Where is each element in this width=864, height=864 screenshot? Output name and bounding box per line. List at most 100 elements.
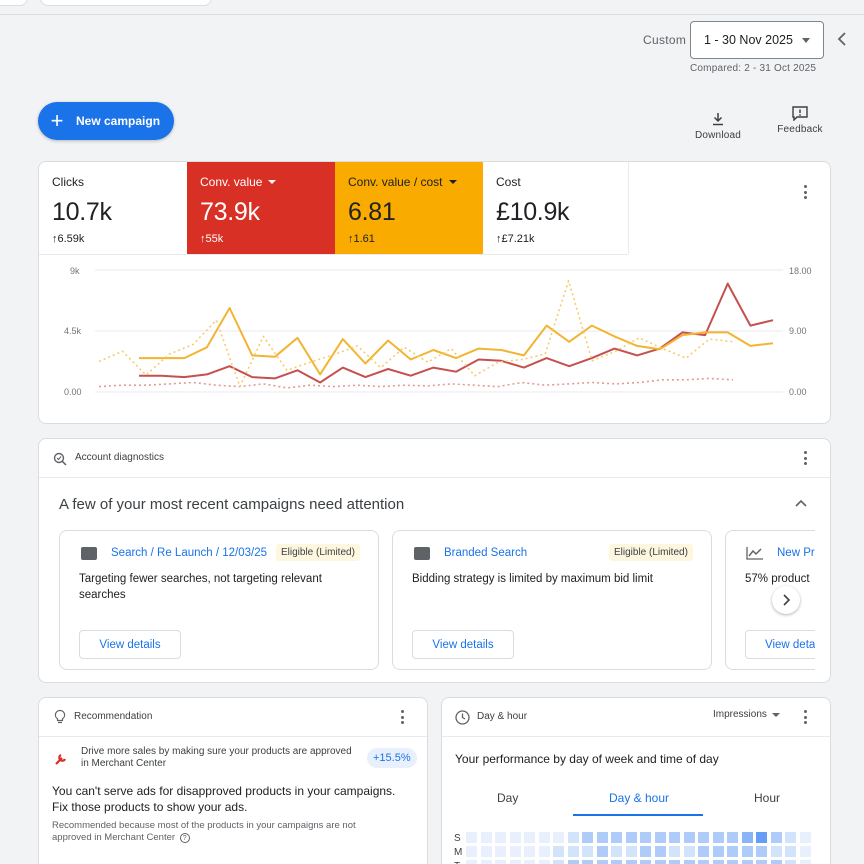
heatmap-cell[interactable] — [538, 860, 550, 864]
heatmap-cell[interactable] — [654, 860, 666, 864]
tab-day-and-hour[interactable]: Day & hour — [609, 791, 670, 805]
new-campaign-button[interactable]: + New campaign — [38, 102, 174, 140]
heatmap-cell[interactable] — [524, 846, 535, 857]
heatmap-cell[interactable] — [756, 860, 767, 864]
heatmap-cell[interactable] — [625, 860, 637, 864]
metric-tile[interactable]: Conv. value 73.9k ↑55k — [187, 162, 335, 254]
heatmap-cell[interactable] — [698, 846, 709, 857]
metric-tile[interactable]: Conv. value / cost 6.81 ↑1.61 — [335, 162, 483, 254]
heatmap-cell[interactable] — [538, 846, 550, 857]
heatmap-cell[interactable] — [567, 832, 579, 843]
metric-selector[interactable]: Impressions — [713, 709, 780, 720]
heatmap-cell[interactable] — [466, 832, 477, 843]
heatmap-cell[interactable] — [727, 832, 738, 843]
heatmap-cell[interactable] — [480, 860, 492, 864]
heatmap-cell[interactable] — [582, 860, 593, 864]
top-tab-stub[interactable] — [0, 0, 28, 6]
campaign-link[interactable]: New Pr — [777, 547, 815, 559]
heatmap-cell[interactable] — [495, 832, 506, 843]
heatmap-cell[interactable] — [669, 832, 680, 843]
tab-day[interactable]: Day — [497, 791, 519, 805]
heatmap-cell[interactable] — [611, 846, 622, 857]
heatmap-cell[interactable] — [785, 832, 796, 843]
heatmap-cell[interactable] — [741, 832, 753, 843]
heatmap-cell[interactable] — [495, 860, 506, 864]
date-range-picker[interactable]: 1 - 30 Nov 2025 — [690, 21, 824, 59]
heatmap-cell[interactable] — [698, 860, 709, 864]
heatmap-cell[interactable] — [480, 846, 492, 857]
heatmap-cell[interactable] — [669, 860, 680, 864]
heatmap-cell[interactable] — [683, 860, 695, 864]
heatmap-cell[interactable] — [567, 860, 579, 864]
heatmap-cell[interactable] — [611, 832, 622, 843]
heatmap-cell[interactable] — [466, 860, 477, 864]
heatmap-cell[interactable] — [756, 832, 767, 843]
heatmap-cell[interactable] — [538, 832, 550, 843]
view-details-button[interactable]: View details — [412, 630, 514, 659]
more-options-icon[interactable] — [401, 710, 405, 727]
heatmap-cell[interactable] — [698, 832, 709, 843]
heatmap-cell[interactable] — [799, 860, 811, 864]
tab-hour[interactable]: Hour — [754, 791, 781, 805]
more-options-icon[interactable] — [804, 710, 808, 727]
heatmap-cell[interactable] — [596, 860, 608, 864]
heatmap-cell[interactable] — [756, 846, 767, 857]
more-options-icon[interactable] — [804, 451, 808, 468]
heatmap-cell[interactable] — [712, 860, 724, 864]
heatmap-cell[interactable] — [480, 832, 492, 843]
heatmap-cell[interactable] — [799, 832, 811, 843]
heatmap-cell[interactable] — [770, 860, 782, 864]
heatmap-cell[interactable] — [654, 846, 666, 857]
heatmap-cell[interactable] — [611, 860, 622, 864]
heatmap-cell[interactable] — [712, 846, 724, 857]
campaign-link[interactable]: Search / Re Launch / 12/03/25 — [111, 547, 267, 559]
heatmap-cell[interactable] — [799, 846, 811, 857]
heatmap-cell[interactable] — [495, 846, 506, 857]
heatmap-cell[interactable] — [654, 832, 666, 843]
heatmap-cell[interactable] — [553, 860, 564, 864]
view-details-button[interactable]: View deta — [745, 630, 815, 659]
heatmap-cell[interactable] — [683, 846, 695, 857]
heatmap-cell[interactable] — [785, 846, 796, 857]
heatmap-cell[interactable] — [625, 846, 637, 857]
heatmap-cell[interactable] — [553, 832, 564, 843]
carousel-next-button[interactable] — [772, 586, 800, 614]
download-button[interactable]: Download — [690, 111, 746, 141]
heatmap-cell[interactable] — [785, 860, 796, 864]
heatmap-cell[interactable] — [582, 846, 593, 857]
heatmap-cell[interactable] — [727, 846, 738, 857]
heatmap-cell[interactable] — [625, 832, 637, 843]
heatmap-cell[interactable] — [509, 846, 521, 857]
metric-tile[interactable]: Cost £10.9k ↑£7.21k — [483, 162, 631, 254]
heatmap-cell[interactable] — [770, 832, 782, 843]
view-details-button[interactable]: View details — [79, 630, 181, 659]
heatmap-cell[interactable] — [509, 860, 521, 864]
heatmap-cell[interactable] — [567, 846, 579, 857]
chevron-left-icon[interactable] — [834, 30, 850, 48]
heatmap-cell[interactable] — [683, 832, 695, 843]
more-options-icon[interactable] — [804, 185, 808, 202]
heatmap-cell[interactable] — [640, 860, 651, 864]
top-tab-stub[interactable] — [40, 0, 212, 6]
heatmap-cell[interactable] — [524, 832, 535, 843]
heatmap-cell[interactable] — [669, 846, 680, 857]
feedback-button[interactable]: Feedback — [772, 105, 828, 135]
campaign-link[interactable]: Branded Search — [444, 547, 528, 559]
heatmap-cell[interactable] — [770, 846, 782, 857]
heatmap-cell[interactable] — [640, 846, 651, 857]
heatmap-cell[interactable] — [509, 832, 521, 843]
heatmap-cell[interactable] — [524, 860, 535, 864]
help-icon[interactable]: ? — [179, 833, 190, 843]
heatmap-cell[interactable] — [640, 832, 651, 843]
heatmap-cell[interactable] — [727, 860, 738, 864]
heatmap-cell[interactable] — [596, 832, 608, 843]
heatmap-cell[interactable] — [712, 832, 724, 843]
heatmap-cell[interactable] — [741, 846, 753, 857]
chevron-up-icon[interactable] — [794, 498, 808, 508]
heatmap-cell[interactable] — [582, 832, 593, 843]
metric-tile[interactable]: Clicks 10.7k ↑6.59k — [39, 162, 187, 254]
heatmap-cell[interactable] — [553, 846, 564, 857]
heatmap-cell[interactable] — [596, 846, 608, 857]
heatmap-cell[interactable] — [466, 846, 477, 857]
heatmap-cell[interactable] — [741, 860, 753, 864]
